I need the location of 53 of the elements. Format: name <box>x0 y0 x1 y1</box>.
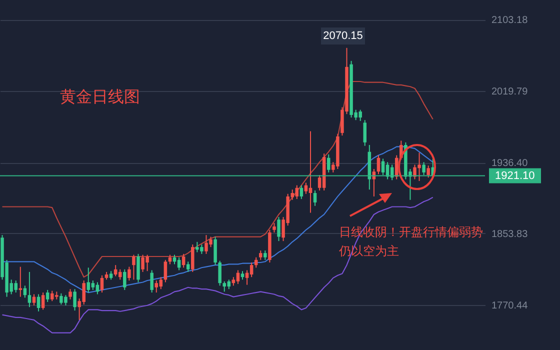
candlestick <box>214 236 217 266</box>
candlestick <box>114 264 118 277</box>
candlestick <box>118 268 122 280</box>
candlestick <box>264 250 267 260</box>
candlestick <box>68 288 72 300</box>
y-tick-label: 1853.83 <box>492 228 528 240</box>
candlestick <box>23 285 27 298</box>
candlestick <box>326 154 330 173</box>
candlestick <box>46 289 50 302</box>
candlestick <box>363 120 367 146</box>
candlestick <box>313 190 317 206</box>
candlestick <box>381 158 385 176</box>
candlestick <box>154 280 158 294</box>
candlestick <box>128 266 131 282</box>
candlestick <box>100 274 104 294</box>
candlestick <box>186 261 190 272</box>
candlestick <box>32 294 36 306</box>
candlestick <box>191 244 194 272</box>
candlestick <box>182 253 186 268</box>
candlestick <box>422 162 426 176</box>
candlestick <box>18 266 22 298</box>
candlestick <box>376 154 380 175</box>
annotation: 2070.15 <box>323 30 363 42</box>
candlestick <box>300 184 304 200</box>
line-series <box>2 196 434 334</box>
y-tick-label: 1936.40 <box>492 158 528 170</box>
text: 黄金日线图 <box>60 88 140 106</box>
candlestick <box>304 182 308 194</box>
candlestick <box>164 259 168 283</box>
candlestick <box>136 253 140 283</box>
candlestick <box>132 254 136 280</box>
y-tick-label: 2019.79 <box>492 86 528 98</box>
candlestick <box>426 165 430 178</box>
candlestick <box>254 256 258 268</box>
candlestick <box>150 270 154 294</box>
candlestick <box>218 260 222 286</box>
candlestick <box>236 270 240 284</box>
candlestick <box>91 280 95 290</box>
candlestick <box>123 268 126 290</box>
candlestick <box>86 267 90 294</box>
y-tick-label: 1770.44 <box>492 300 528 312</box>
candlestick <box>272 222 276 233</box>
candlestick <box>73 288 76 312</box>
annotation: 仍以空为主 <box>338 244 399 258</box>
candlestick <box>250 262 254 278</box>
candlestick <box>41 292 45 310</box>
ref-line-label: 1921.10 <box>495 170 535 182</box>
candlestick <box>36 294 40 312</box>
y-tick-label: 2103.18 <box>492 15 528 26</box>
candlestick <box>277 216 280 242</box>
candlestick <box>28 271 32 308</box>
candlestick <box>259 250 262 260</box>
candlestick <box>308 130 312 214</box>
